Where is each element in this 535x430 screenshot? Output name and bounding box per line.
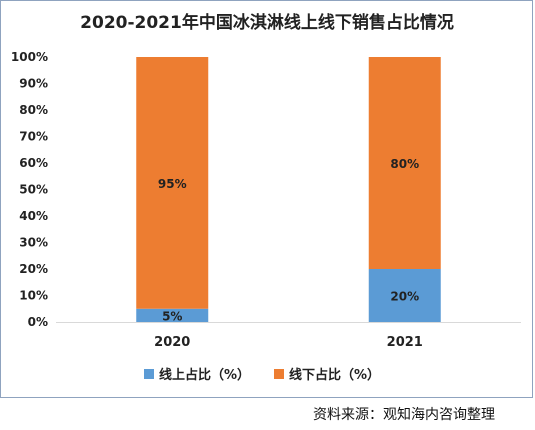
y-tick-label: 10%: [19, 289, 48, 303]
bar-segment: [136, 57, 209, 309]
y-tick-label: 30%: [19, 236, 48, 250]
source-note: 资料来源：观知海内咨询整理: [313, 407, 495, 423]
legend-label: 线上占比（%）: [159, 367, 250, 383]
y-tick-label: 20%: [19, 262, 48, 276]
y-tick-label: 90%: [19, 77, 48, 91]
y-tick-label: 80%: [19, 103, 48, 117]
x-axis: 2020 2021: [56, 322, 521, 350]
legend-swatch: [144, 369, 154, 379]
y-tick-label: 60%: [19, 156, 48, 170]
data-label: 5%: [162, 309, 182, 323]
y-tick-label: 40%: [19, 209, 48, 223]
x-tick-label: 2020: [154, 335, 190, 350]
chart-frame: 2020-2021年中国冰淇淋线上线下销售占比情况 0% 10% 20% 30% 40%…: [0, 0, 533, 398]
legend: 线上占比（%） 线下占比（%）: [144, 367, 380, 383]
bars: 5% 95% 20% 80%: [136, 57, 441, 323]
data-label: 20%: [390, 290, 419, 304]
bar-segment: [368, 57, 441, 269]
stacked-bar-chart: 2020-2021年中国冰淇淋线上线下销售占比情况 0% 10% 20% 30% 40%…: [11, 12, 521, 383]
y-tick-label: 50%: [19, 183, 48, 197]
y-tick-label: 100%: [11, 50, 48, 64]
legend-swatch: [274, 369, 284, 379]
y-tick-label: 0%: [28, 315, 48, 329]
chart-title: 2020-2021年中国冰淇淋线上线下销售占比情况: [80, 12, 454, 33]
bar-segment: [368, 269, 441, 322]
x-tick-label: 2021: [387, 335, 423, 350]
y-tick-label: 70%: [19, 130, 48, 144]
y-axis: 0% 10% 20% 30% 40% 50% 60% 70% 80% 90% 100%: [11, 50, 48, 329]
bar-segment: [136, 308, 209, 322]
data-label: 95%: [158, 177, 187, 191]
legend-label: 线下占比（%）: [289, 367, 380, 383]
data-label: 80%: [390, 157, 419, 171]
